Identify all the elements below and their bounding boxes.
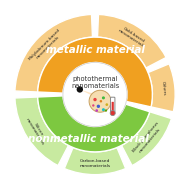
Text: nonmetallic material: nonmetallic material: [28, 134, 149, 144]
Wedge shape: [38, 96, 150, 152]
Polygon shape: [80, 89, 98, 99]
Wedge shape: [121, 112, 171, 166]
Circle shape: [97, 105, 100, 108]
Text: Gold-based
nanomaterials: Gold-based nanomaterials: [117, 25, 148, 49]
Wedge shape: [97, 14, 166, 68]
Text: Others: Others: [161, 81, 166, 96]
Text: Silicon
nanomaterials: Silicon nanomaterials: [25, 115, 49, 146]
Circle shape: [95, 109, 98, 112]
Wedge shape: [15, 14, 93, 92]
Wedge shape: [148, 64, 175, 112]
Wedge shape: [15, 97, 69, 166]
Text: Black phosphorus
nanomaterials: Black phosphorus nanomaterials: [132, 121, 163, 156]
Circle shape: [105, 103, 108, 106]
Circle shape: [102, 108, 105, 111]
Wedge shape: [38, 37, 152, 107]
Circle shape: [100, 100, 102, 102]
Text: Carbon-based
nanomaterials: Carbon-based nanomaterials: [79, 159, 111, 168]
Text: Molybdenum-based
nanomaterials: Molybdenum-based nanomaterials: [28, 28, 65, 64]
Text: photothermal
nanomaterials: photothermal nanomaterials: [71, 76, 119, 89]
Circle shape: [102, 96, 105, 99]
FancyBboxPatch shape: [112, 102, 114, 111]
Wedge shape: [64, 147, 126, 175]
Circle shape: [93, 98, 97, 101]
Circle shape: [110, 111, 115, 116]
Circle shape: [63, 62, 127, 127]
Circle shape: [105, 109, 107, 112]
Circle shape: [77, 86, 83, 93]
FancyBboxPatch shape: [111, 97, 115, 112]
Text: metallic material: metallic material: [46, 45, 144, 55]
Circle shape: [89, 90, 111, 112]
Circle shape: [92, 104, 94, 107]
